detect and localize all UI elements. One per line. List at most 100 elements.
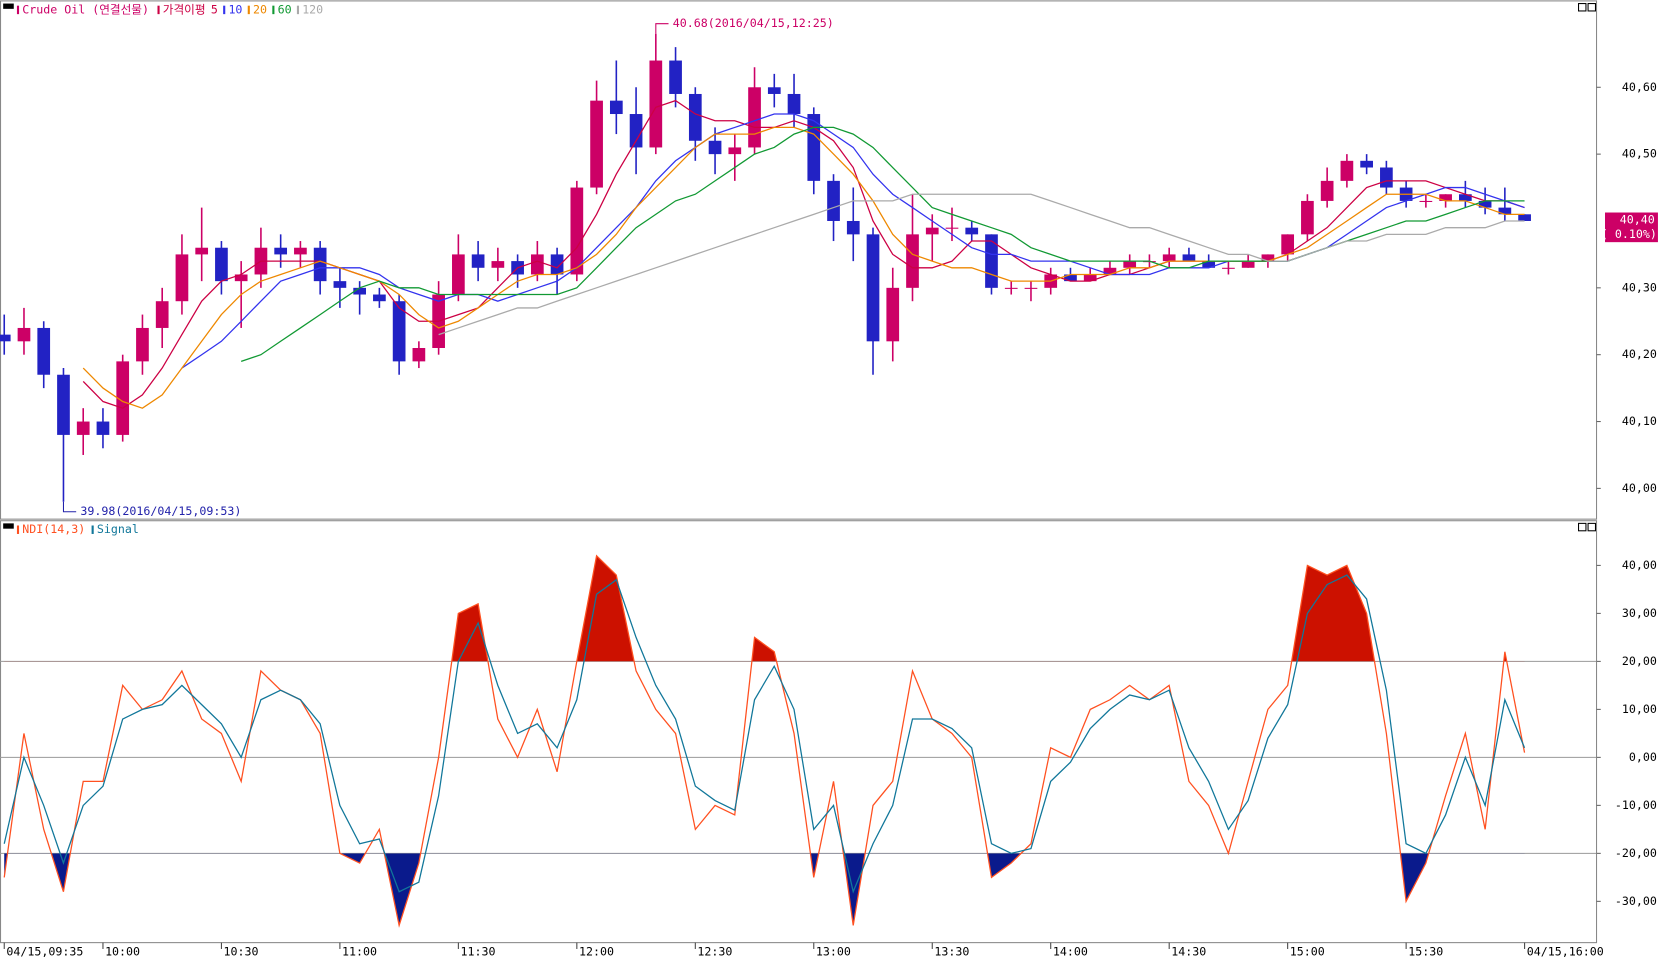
y-tick-label: 0,00: [1629, 750, 1657, 764]
legend-item: 10: [228, 2, 242, 16]
x-tick-label: 04/15,09:35: [6, 945, 83, 959]
x-tick-label: 14:00: [1053, 945, 1088, 959]
legend-item: Signal: [97, 522, 139, 536]
legend-item: 20: [253, 2, 267, 16]
candle-body: [787, 93, 801, 115]
candle-body: [906, 234, 919, 288]
legend-title: Crude Oil (연결선물): [22, 2, 149, 16]
x-tick-label: 14:30: [1171, 945, 1206, 959]
legend-swatch: [272, 5, 275, 15]
candle-body: [353, 287, 366, 295]
candle-body: [609, 100, 623, 115]
x-tick-label: 10:00: [105, 945, 140, 959]
candle-body: [1419, 200, 1433, 202]
candle-body: [1498, 207, 1512, 215]
candle-body: [96, 421, 110, 435]
legend-ma-label: 가격이평: [163, 2, 206, 16]
candle-body: [629, 114, 643, 148]
candle-body: [471, 254, 485, 268]
annotation-label: 40.68(2016/04/15,12:25): [673, 16, 834, 30]
candle-body: [1103, 267, 1117, 275]
panel-button[interactable]: [1578, 522, 1587, 532]
candle-body: [1261, 254, 1275, 262]
panel-button[interactable]: [1587, 522, 1597, 532]
last-price-label: 40,40: [1620, 212, 1655, 226]
candle-body: [846, 220, 860, 235]
panel-button[interactable]: [1587, 3, 1597, 12]
x-tick-label: 13:00: [816, 945, 851, 959]
candle-body: [985, 234, 998, 288]
candle-body: [1301, 200, 1314, 235]
oscillator-plot: [0, 554, 1597, 928]
candle-body: [728, 147, 742, 155]
candle-body: [1340, 160, 1354, 181]
candle-body: [925, 227, 939, 235]
candle-body: [294, 247, 307, 255]
candle-body: [1241, 261, 1255, 268]
x-tick-label: 11:00: [342, 945, 377, 959]
candle-body: [116, 361, 130, 435]
price-plot: [0, 33, 1531, 502]
candle-body: [412, 348, 426, 362]
candle-body: [136, 327, 149, 362]
candle-body: [1064, 274, 1077, 282]
last-price-box: [1605, 212, 1658, 243]
candle-body: [886, 287, 900, 342]
legend-swatch: [16, 5, 20, 15]
candle-body: [827, 180, 840, 221]
candle-body: [1518, 214, 1531, 221]
candle-body: [313, 247, 327, 282]
legend-item: 120: [302, 2, 323, 16]
candle-body: [1320, 180, 1334, 201]
indicator-line: [3, 554, 1526, 928]
y-tick-label: -10,00: [1615, 798, 1657, 812]
x-tick-label: 11:30: [460, 945, 495, 959]
candle-body: [1459, 194, 1472, 201]
candle-body: [1202, 261, 1216, 268]
legend-item: NDI(14,3): [22, 522, 85, 536]
legend-item: 5: [211, 2, 218, 16]
candle-body: [1360, 160, 1373, 168]
candle-body: [669, 60, 682, 94]
candle-body: [76, 421, 90, 435]
candle-body: [0, 334, 11, 342]
candle-body: [748, 87, 761, 148]
window-buttons[interactable]: [1578, 3, 1597, 532]
y-tick-label: 40,30: [1622, 280, 1657, 294]
top-panel-frame: [0, 0, 1598, 520]
legend-swatch: [157, 5, 160, 15]
candle-body: [1439, 194, 1452, 201]
candle-body: [452, 254, 465, 295]
candle-body: [155, 301, 169, 328]
y-tick-label: 10,00: [1622, 702, 1657, 716]
legend-swatch: [247, 5, 250, 15]
candle-body: [1004, 287, 1018, 289]
overbought-area: [4, 555, 1525, 662]
candle-body: [1024, 287, 1038, 289]
y-tick-label: -30,00: [1615, 894, 1657, 908]
candle-body: [1083, 274, 1097, 282]
y-tick-label: 40,60: [1622, 80, 1657, 94]
x-tick-label: 10:30: [224, 945, 259, 959]
y-tick-label: 40,20: [1622, 347, 1657, 361]
candle-body: [649, 60, 663, 148]
x-tick-label: 04/15,16:00: [1527, 945, 1604, 959]
candle-body: [215, 247, 228, 282]
x-tick-label: 12:30: [697, 945, 732, 959]
y-tick-label: 40,00: [1622, 558, 1657, 572]
panel-button[interactable]: [1578, 3, 1587, 12]
candle-body: [1222, 267, 1235, 269]
candle-body: [57, 374, 70, 435]
bottom-panel-frame: [0, 520, 1598, 944]
candle-body: [17, 327, 31, 342]
y-tick-label: 40,10: [1622, 414, 1657, 428]
y-tick-label: 40,50: [1622, 147, 1657, 161]
candle-body: [866, 234, 880, 342]
candle-body: [590, 100, 603, 188]
last-change-label: ( 0.10%): [1601, 227, 1657, 241]
candle-body: [1162, 254, 1176, 262]
candle-body: [392, 301, 406, 362]
indicator-line: [3, 574, 1526, 894]
x-tick-label: 15:30: [1408, 945, 1443, 959]
